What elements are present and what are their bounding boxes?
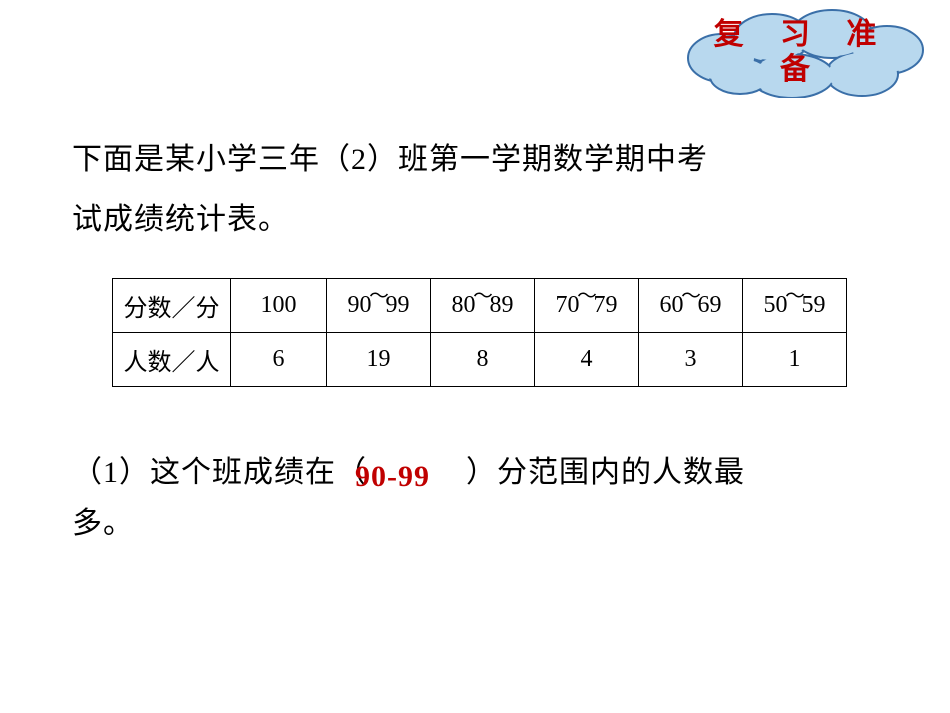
tilde-icon: ～ — [473, 282, 493, 308]
score-range-2: 80～89 — [431, 279, 535, 333]
table-header-row: 分数／分 100 90～99 80～89 70～79 60～69 50～59 — [113, 279, 847, 333]
question-1: （1）这个班成绩在（90-99 ）分范围内的人数最 多。 — [72, 447, 892, 549]
tilde-icon: ～ — [369, 282, 389, 308]
header-label-count: 人数／人 — [113, 333, 231, 387]
score-range-5: 50～59 — [743, 279, 847, 333]
badge-line1: 复 习 准 — [672, 18, 932, 53]
question-tail: 多。 — [72, 507, 134, 540]
badge-text: 复 习 准 备 — [672, 18, 932, 87]
intro-line1: 下面是某小学三年（2）班第一学期数学期中考 — [72, 130, 892, 190]
question-prefix: （1）这个班成绩在（ — [72, 456, 367, 489]
question-suffix: ）分范围内的人数最 — [466, 456, 745, 489]
score-table-wrap: 分数／分 100 90～99 80～89 70～79 60～69 50～59 人… — [112, 278, 892, 387]
badge-line2: 备 — [672, 53, 932, 88]
count-4: 3 — [639, 333, 743, 387]
intro-text: 下面是某小学三年（2）班第一学期数学期中考 试成绩统计表。 — [72, 130, 892, 250]
score-table: 分数／分 100 90～99 80～89 70～79 60～69 50～59 人… — [112, 278, 847, 387]
tilde-icon: ～ — [785, 282, 805, 308]
count-1: 19 — [327, 333, 431, 387]
tilde-icon: ～ — [577, 282, 597, 308]
tilde-icon: ～ — [681, 282, 701, 308]
review-badge: 复 习 准 备 — [672, 8, 932, 98]
score-range-4: 60～69 — [639, 279, 743, 333]
score-range-3: 70～79 — [535, 279, 639, 333]
question-answer: 90-99 — [355, 451, 430, 502]
table-data-row: 人数／人 6 19 8 4 3 1 — [113, 333, 847, 387]
intro-line2: 试成绩统计表。 — [72, 190, 892, 250]
count-3: 4 — [535, 333, 639, 387]
header-label-score: 分数／分 — [113, 279, 231, 333]
score-range-0: 100 — [231, 279, 327, 333]
count-2: 8 — [431, 333, 535, 387]
count-5: 1 — [743, 333, 847, 387]
score-range-1: 90～99 — [327, 279, 431, 333]
content-area: 下面是某小学三年（2）班第一学期数学期中考 试成绩统计表。 分数／分 100 9… — [72, 130, 892, 549]
count-0: 6 — [231, 333, 327, 387]
